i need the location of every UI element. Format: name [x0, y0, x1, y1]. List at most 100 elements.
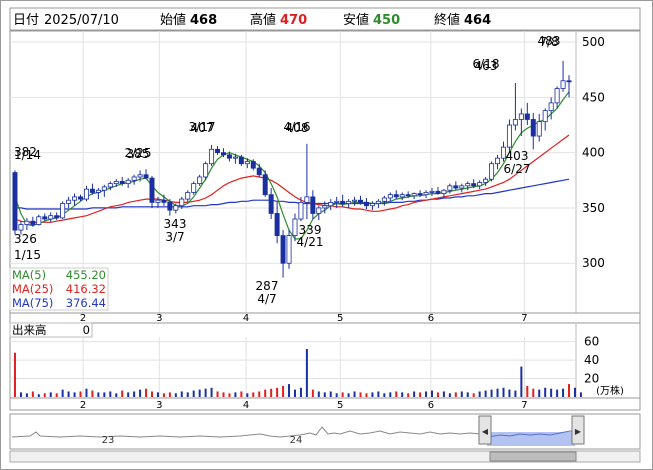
- candle-body: [280, 235, 286, 264]
- candle-body: [340, 200, 346, 204]
- candle-body: [262, 174, 268, 196]
- annotation-date: 7/8: [539, 35, 558, 49]
- month-tick-label: 2: [80, 313, 86, 324]
- candle: [358, 195, 363, 205]
- candle-body: [232, 156, 238, 159]
- candle: [340, 194, 346, 207]
- candle: [328, 199, 334, 211]
- annotation-value: 339: [299, 223, 322, 237]
- volume-bar: [192, 390, 195, 397]
- ma25-legend-value: 416.32: [66, 282, 106, 296]
- candle-body: [42, 216, 48, 220]
- candle: [322, 201, 328, 214]
- candle-body: [405, 194, 411, 197]
- candle-body: [250, 161, 256, 169]
- volume-bar: [31, 391, 34, 397]
- volume-bar: [210, 387, 213, 397]
- month-tick-label: 6: [428, 400, 434, 411]
- volume-bar: [472, 393, 475, 397]
- annotation-value: 385: [127, 147, 150, 161]
- candle: [423, 190, 429, 198]
- month-axis-bottom: 2 3 4 5 6 7: [80, 400, 528, 411]
- candle: [209, 144, 215, 166]
- candle: [268, 188, 274, 219]
- candle: [244, 158, 250, 169]
- candle-body: [107, 183, 113, 188]
- volume-bar: [478, 391, 481, 397]
- annotation-date: 2/25: [125, 146, 152, 160]
- ma75-legend-value: 376.44: [66, 296, 106, 310]
- volume-bar: [168, 392, 171, 397]
- volume-bar: [466, 392, 469, 397]
- candle: [375, 199, 381, 208]
- annotation-value: 287: [256, 279, 279, 293]
- candle-body: [381, 197, 387, 202]
- navigator-year-23: 23: [102, 435, 115, 446]
- volume-bar: [347, 393, 350, 397]
- annotation-value: 407: [191, 121, 214, 135]
- candle-body: [495, 157, 501, 165]
- volume-bar: [91, 390, 94, 397]
- volume-bar: [127, 392, 130, 397]
- price-panel: [9, 30, 641, 314]
- volume-bar: [115, 393, 118, 397]
- candle: [459, 183, 465, 193]
- candle-body: [352, 199, 358, 202]
- scrollbar-thumb[interactable]: [489, 451, 577, 462]
- volume-bar: [317, 391, 320, 397]
- volume-bar: [538, 389, 541, 397]
- volume-bar: [514, 390, 517, 397]
- navigator-right-handle[interactable]: ▶: [571, 415, 585, 445]
- candle-body: [18, 224, 24, 231]
- high-value: 470: [280, 13, 307, 28]
- candle-body: [423, 192, 429, 196]
- horizontal-scrollbar[interactable]: [9, 450, 641, 463]
- candle: [512, 82, 518, 131]
- volume-bar: [156, 392, 159, 397]
- navigator-selected-range[interactable]: [487, 432, 575, 446]
- candle: [352, 196, 358, 206]
- month-tick-label: 5: [337, 400, 343, 411]
- volume-bar: [490, 389, 493, 397]
- price-tick-label: 450: [582, 90, 605, 104]
- volume-bar: [436, 392, 439, 397]
- volume-bar: [145, 388, 148, 397]
- navigator-left-handle[interactable]: ◀: [478, 415, 492, 445]
- candle: [310, 190, 316, 219]
- volume-bar: [579, 392, 582, 397]
- candle: [280, 230, 286, 278]
- volume-bar: [282, 385, 285, 397]
- volume-bar: [162, 393, 165, 397]
- volume-bar: [454, 392, 457, 397]
- candle: [566, 75, 572, 98]
- candle: [495, 154, 501, 170]
- volume-bar: [311, 389, 314, 397]
- volume-bar: [222, 392, 225, 397]
- date-label: 日付: [13, 13, 39, 28]
- candle-body: [465, 183, 471, 187]
- ma75-legend-label: MA(75): [12, 296, 53, 310]
- annotation-date: 1/14: [14, 148, 41, 162]
- annotation-low: 326 1/15: [14, 232, 41, 262]
- volume-value: 0: [83, 323, 90, 337]
- candle-body: [215, 148, 221, 154]
- month-tick-label: 2: [80, 400, 86, 411]
- volume-bar: [365, 393, 368, 397]
- candle-body: [363, 202, 369, 207]
- candle-body: [411, 193, 417, 197]
- candle: [18, 221, 24, 235]
- annotation-date: 3/7: [165, 230, 184, 244]
- range-navigator[interactable]: 23 24 ◀ ▶: [9, 413, 641, 450]
- volume-bar: [73, 392, 76, 397]
- date-value: 2025/07/10: [44, 13, 119, 28]
- candle-body: [310, 196, 316, 214]
- bottom-month-axis-strip: [9, 397, 641, 411]
- annotation-value: 343: [164, 217, 187, 231]
- volume-bar: [228, 393, 231, 397]
- low-label: 安値: [343, 12, 369, 28]
- candle: [274, 201, 280, 244]
- volume-bar: [431, 390, 433, 397]
